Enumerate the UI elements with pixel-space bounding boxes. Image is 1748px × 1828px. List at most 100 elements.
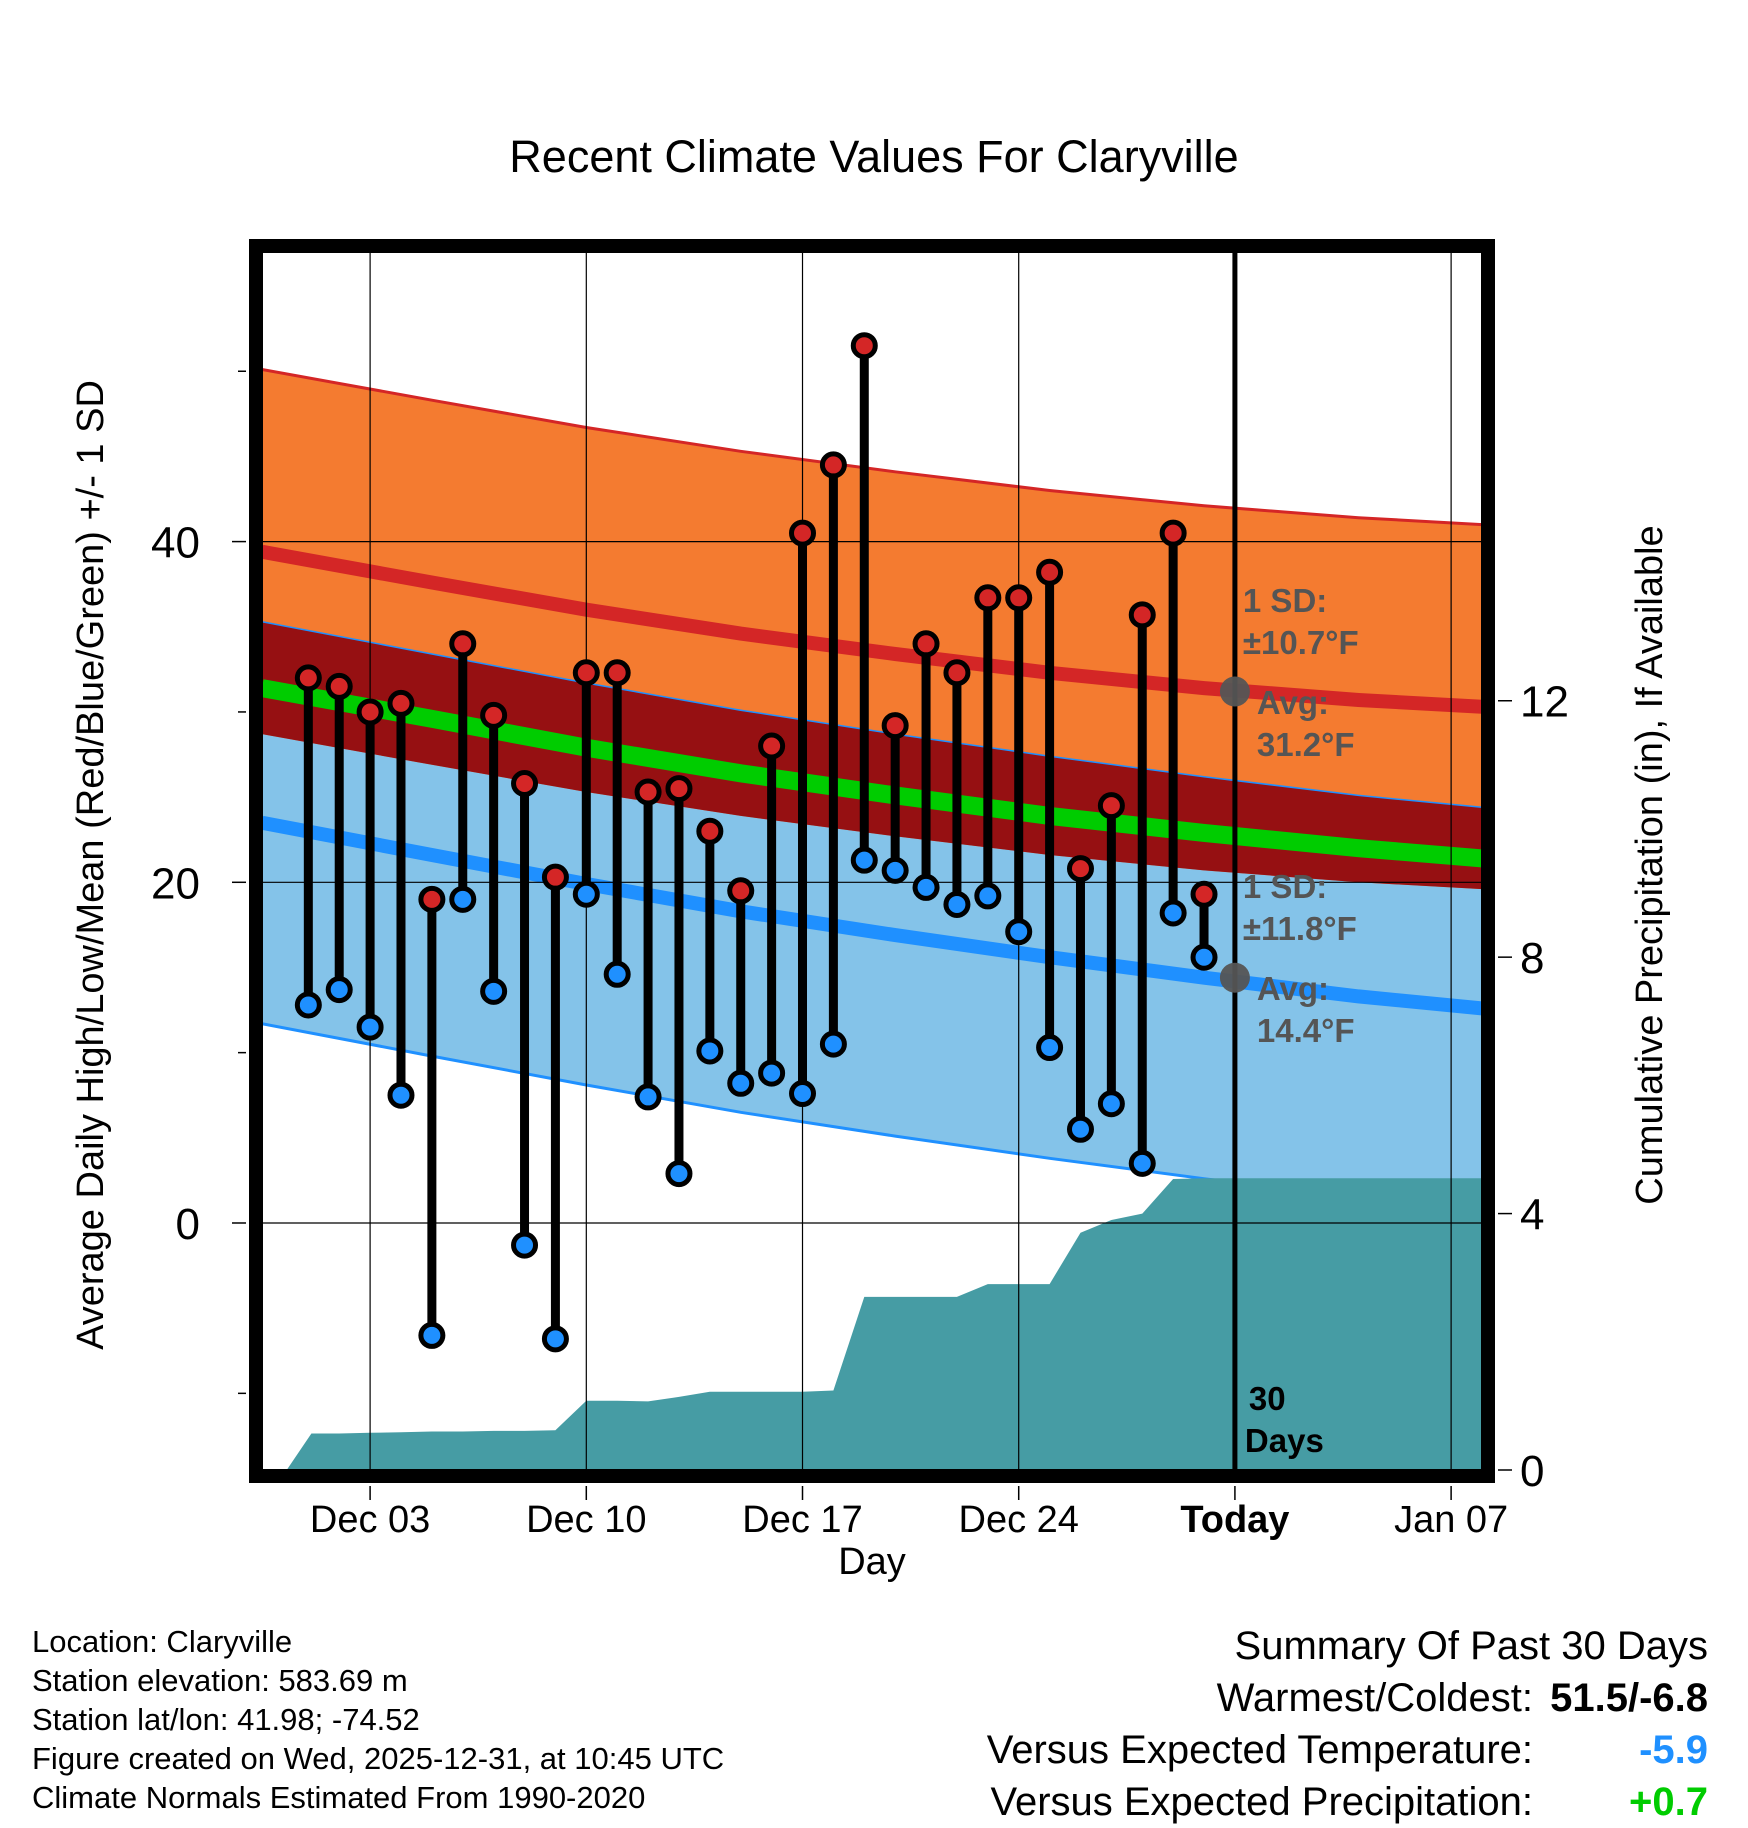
high-point: [634, 778, 662, 806]
high-sd-value: ±10.7°F: [1243, 624, 1359, 661]
y-axis-label-right: Cumulative Precipitation (in), If Availa…: [1629, 525, 1671, 1204]
info-latlon: Station lat/lon: 41.98; -74.52: [32, 1702, 420, 1737]
summary-warm-cold: Warmest/Coldest: 51.5/-6.8: [987, 1672, 1708, 1724]
high-point: [696, 817, 724, 845]
x-tick-label: Today: [1180, 1499, 1289, 1541]
high-point: [789, 519, 817, 547]
low-avg-value: 14.4°F: [1257, 1012, 1355, 1049]
high-point: [1005, 584, 1033, 612]
y-tick-label-left: 0: [176, 1200, 200, 1249]
y-tick-label-right: 8: [1520, 934, 1544, 983]
annotations: 1 SD: ±10.7°F Avg: 31.2°F 1 SD: ±11.8°F Avg: 14…: [1243, 582, 1359, 1459]
high-point: [1128, 601, 1156, 629]
low-point: [1097, 1090, 1125, 1118]
x-tick-label: Dec 03: [310, 1499, 430, 1541]
low-avg-label: Avg:: [1257, 970, 1329, 1007]
summary-precip-value: +0.7: [1629, 1780, 1708, 1824]
high-point: [449, 630, 477, 658]
axes: 0 20 40 0 4 8 12 Dec 03 Dec 10 Dec 17 Dec 24 Today J…: [151, 239, 1569, 1541]
high-avg-value: 31.2°F: [1257, 726, 1355, 763]
high-point: [943, 659, 971, 687]
summary-temp-label: Versus Expected Temperature:: [986, 1728, 1533, 1772]
low-avg-marker: [1219, 962, 1250, 993]
days-label-text: Days: [1245, 1422, 1324, 1459]
y-tick-label-left: 20: [151, 859, 200, 908]
low-point: [325, 976, 353, 1004]
high-point: [1066, 855, 1094, 883]
high-point: [1097, 792, 1125, 820]
high-point: [418, 885, 446, 913]
normal-low-line: [262, 815, 1482, 1016]
y-tick-label-right: 0: [1520, 1447, 1544, 1496]
chart-title: Recent Climate Values For Claryville: [509, 131, 1238, 182]
low-point: [1066, 1115, 1094, 1143]
summary-panel: Summary Of Past 30 Days Warmest/Coldest:…: [987, 1620, 1708, 1828]
days-label-number: 30: [1249, 1380, 1286, 1417]
high-point: [603, 659, 631, 687]
low-point: [696, 1037, 724, 1065]
low-point: [1005, 918, 1033, 946]
x-tick-label: Dec 17: [742, 1499, 862, 1541]
low-point: [727, 1069, 755, 1097]
high-avg-label: Avg:: [1257, 684, 1329, 721]
high-point: [511, 769, 539, 797]
info-elevation: Station elevation: 583.69 m: [32, 1663, 408, 1698]
low-point: [449, 885, 477, 913]
y-tick-label-left: 40: [151, 519, 200, 568]
plot-area: [262, 252, 1482, 1470]
high-sd-label: 1 SD:: [1243, 582, 1327, 619]
y-tick-label-right: 4: [1520, 1191, 1544, 1240]
high-point: [850, 332, 878, 360]
high-point: [974, 584, 1002, 612]
high-point: [665, 775, 693, 803]
summary-temp: Versus Expected Temperature: -5.9: [987, 1724, 1708, 1776]
precip-area: [262, 1178, 1482, 1470]
high-point: [819, 451, 847, 479]
high-point: [1190, 880, 1218, 908]
low-point: [603, 960, 631, 988]
low-sd-value: ±11.8°F: [1243, 910, 1357, 947]
low-point: [819, 1030, 847, 1058]
low-point: [418, 1321, 446, 1349]
summary-warm-cold-label: Warmest/Coldest:: [1216, 1676, 1533, 1720]
y-axis-label-left: Average Daily High/Low/Mean (Red/Blue/Gr…: [70, 380, 112, 1350]
plot-frame: [249, 239, 1495, 1483]
low-point: [758, 1059, 786, 1087]
low-point: [1190, 943, 1218, 971]
low-point: [294, 991, 322, 1019]
summary-precip: Versus Expected Precipitation: +0.7: [987, 1776, 1708, 1828]
low-point: [1128, 1149, 1156, 1177]
info-normals: Climate Normals Estimated From 1990-2020: [32, 1780, 646, 1815]
low-point: [480, 977, 508, 1005]
high-avg-marker: [1219, 676, 1250, 707]
high-point: [325, 672, 353, 700]
high-point: [572, 659, 600, 687]
low-sd-label: 1 SD:: [1243, 868, 1327, 905]
high-point: [541, 863, 569, 891]
low-point: [881, 856, 909, 884]
low-point: [1036, 1034, 1064, 1062]
low-point: [572, 880, 600, 908]
low-point: [511, 1231, 539, 1259]
high-point: [758, 732, 786, 760]
low-point: [387, 1081, 415, 1109]
y-tick-label-right: 12: [1520, 678, 1569, 727]
high-point: [356, 698, 384, 726]
summary-temp-value: -5.9: [1639, 1728, 1708, 1772]
station-info: Location: Claryville Station elevation: …: [32, 1622, 724, 1817]
high-point: [727, 877, 755, 905]
high-point: [294, 664, 322, 692]
high-point: [1159, 519, 1187, 547]
summary-warm-cold-value: 51.5/-6.8: [1550, 1676, 1708, 1720]
low-point: [912, 873, 940, 901]
high-band-upper-edge: [262, 368, 1482, 527]
x-axis-label: Day: [838, 1541, 906, 1583]
low-point: [974, 882, 1002, 910]
low-point: [789, 1080, 817, 1108]
info-location: Location: Claryville: [32, 1624, 293, 1659]
x-tick-label: Jan 07: [1394, 1499, 1508, 1541]
info-created: Figure created on Wed, 2025-12-31, at 10…: [32, 1741, 725, 1776]
low-point: [541, 1325, 569, 1353]
low-point: [634, 1083, 662, 1111]
summary-precip-label: Versus Expected Precipitation:: [990, 1780, 1533, 1824]
